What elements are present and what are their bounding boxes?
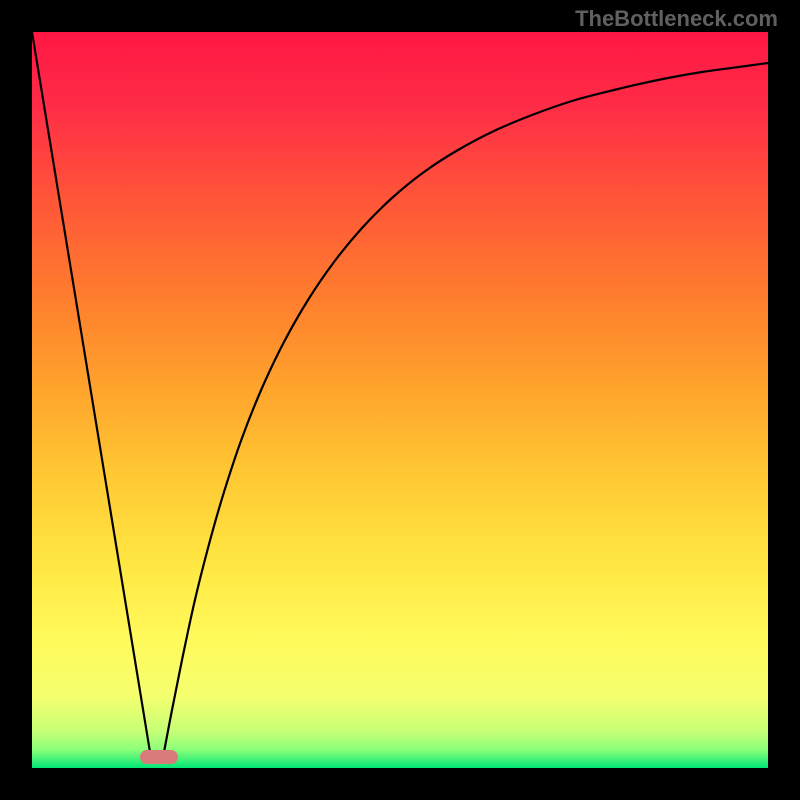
plot-area	[32, 32, 768, 768]
watermark-text: TheBottleneck.com	[575, 6, 778, 32]
optimal-marker	[140, 750, 178, 764]
chart-container: TheBottleneck.com	[0, 0, 800, 800]
